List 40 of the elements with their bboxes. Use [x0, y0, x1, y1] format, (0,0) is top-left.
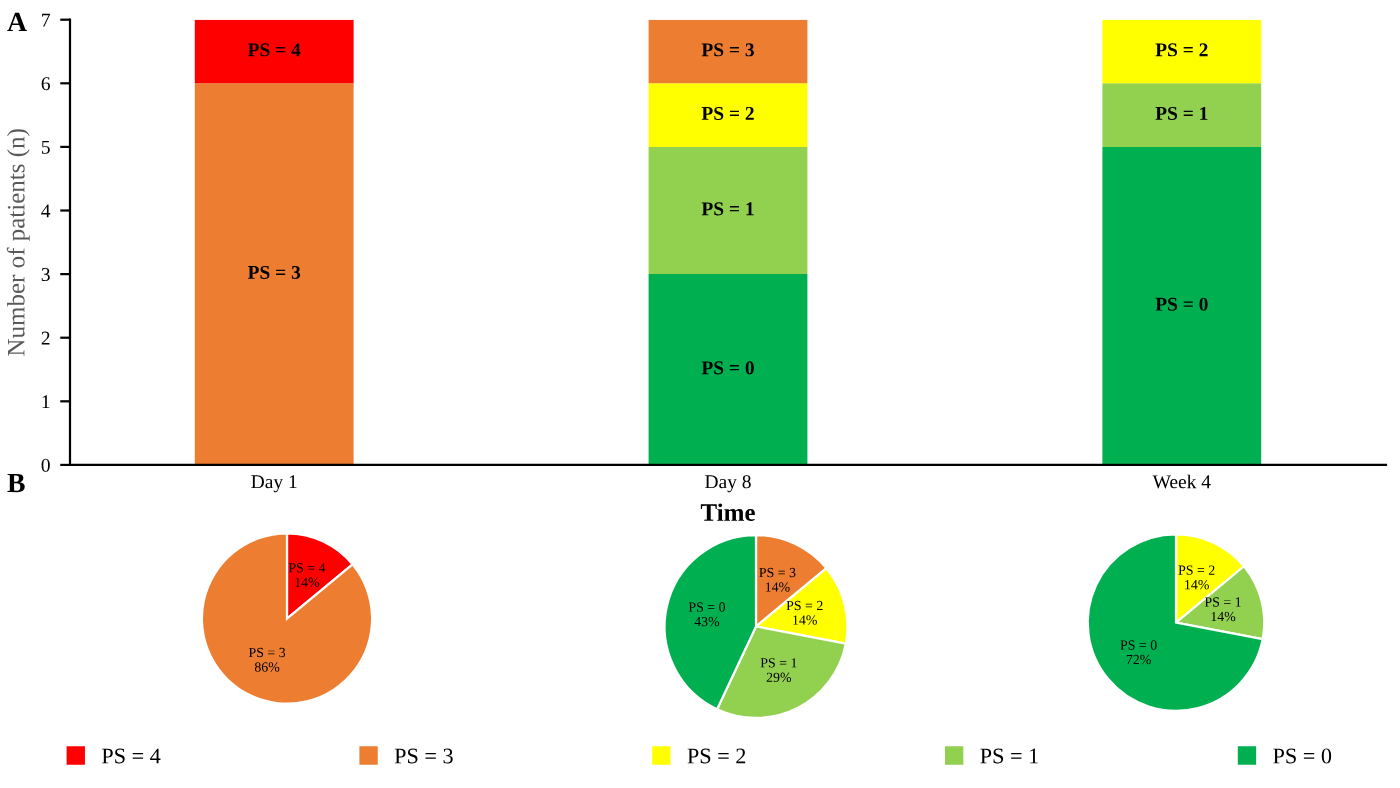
x-tick-label: Week 4 — [1152, 474, 1211, 489]
bar — [648, 146, 808, 275]
x-tick-label: Day 1 — [251, 475, 297, 493]
text: PS = 3 — [247, 265, 301, 279]
legend-label: PS = 4 — [101, 748, 161, 764]
bar — [194, 83, 354, 465]
bar — [648, 19, 808, 84]
y-tick-label: 6 — [41, 77, 50, 91]
y-axis-title: Number of patients (n) — [6, 129, 30, 356]
text: PS = 2 — [701, 106, 754, 120]
y-tick-label: 4 — [41, 204, 51, 218]
y-tick-label: 3 — [41, 267, 50, 282]
y-tick-label: 0 — [41, 458, 50, 472]
text: PS = 2 — [1155, 43, 1208, 57]
y-tick-label: 1 — [42, 395, 50, 409]
bar — [648, 83, 808, 147]
text: A — [7, 12, 27, 32]
bar — [1102, 19, 1262, 84]
text: B — [7, 473, 25, 493]
y-tick-label: 2 — [41, 331, 50, 345]
legend-label: PS = 0 — [1273, 748, 1332, 764]
legend-label: PS = 3 — [394, 748, 453, 764]
text: PS = 1 — [701, 202, 754, 216]
pie-slice — [1086, 533, 1264, 712]
text: PS = 0 — [701, 361, 754, 375]
pie-slice — [200, 532, 374, 705]
bar — [1102, 83, 1262, 147]
text: PS = 1 — [1155, 106, 1208, 120]
legend-label: PS = 2 — [687, 748, 746, 764]
bar — [194, 19, 354, 84]
legend-label: PS = 1 — [980, 748, 1038, 764]
text: PS = 4 — [247, 43, 301, 57]
text: PS = 3 — [701, 43, 754, 57]
x-axis-title: Time — [700, 503, 755, 521]
bar — [648, 274, 808, 465]
text: PS = 0 — [1155, 297, 1208, 311]
x-tick-label: Day 8 — [705, 475, 751, 493]
y-tick-label: 7 — [42, 13, 50, 27]
bar — [1102, 146, 1262, 465]
y-tick-label: 5 — [41, 140, 50, 154]
